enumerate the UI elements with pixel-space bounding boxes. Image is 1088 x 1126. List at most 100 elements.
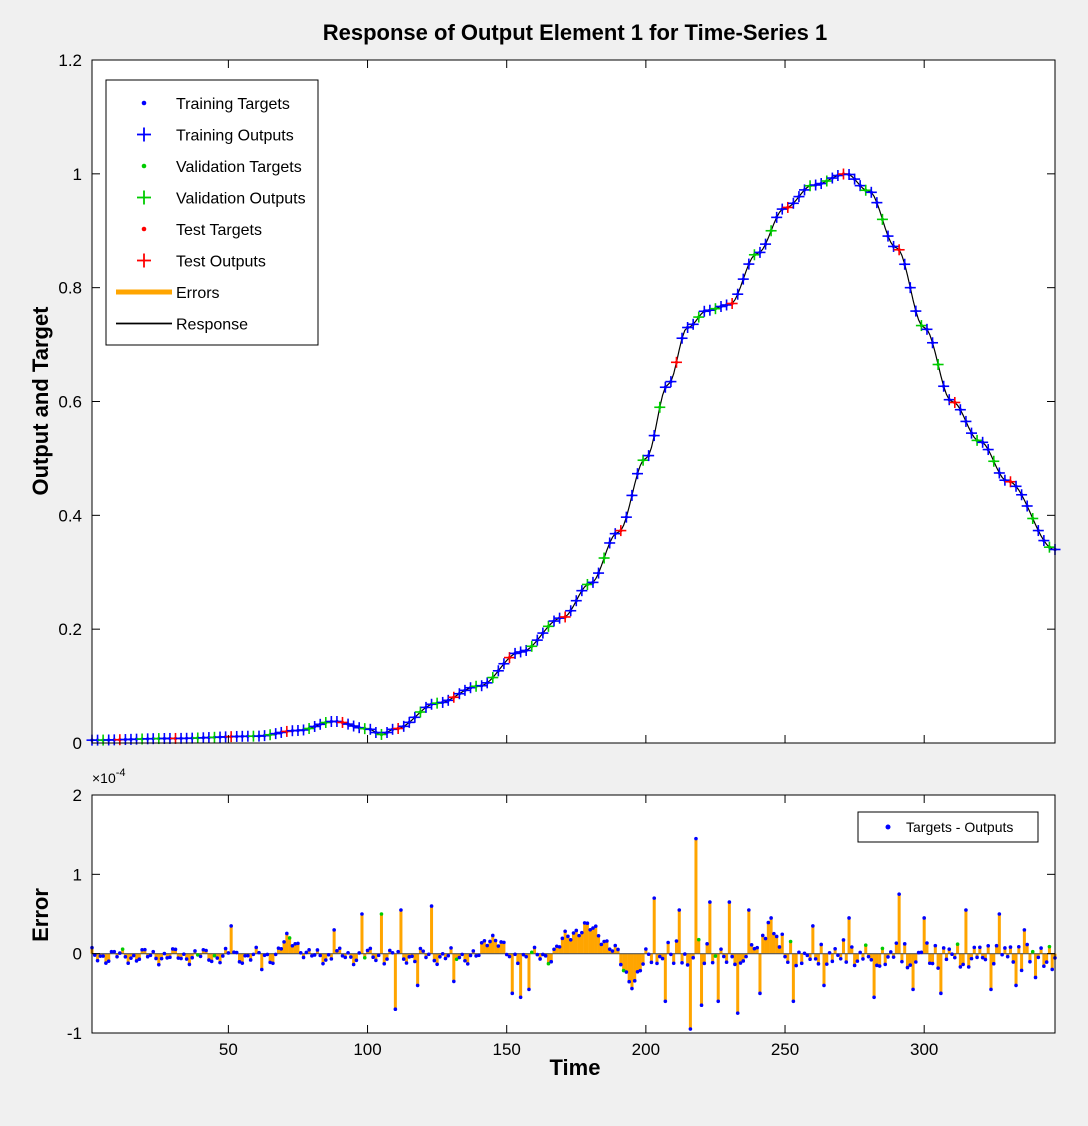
error-point (541, 952, 545, 957)
error-point (521, 952, 526, 957)
error-point (209, 959, 214, 964)
legend-marker-2 (141, 163, 147, 169)
error-point (1042, 964, 1046, 969)
error-point (471, 949, 476, 953)
test-target-marker (619, 528, 623, 533)
top-y-ticks: 0 0.2 0.4 0.6 0.8 1 1.2 (58, 51, 1055, 753)
error-point (257, 950, 261, 955)
bottom-x-ticks: 50 100 150 200 250 300 (219, 795, 938, 1059)
x-tick-label: 300 (910, 1040, 938, 1059)
error-point (262, 953, 267, 958)
error-point (268, 960, 272, 965)
error-point (187, 962, 192, 967)
error-point (841, 938, 846, 942)
error-point (385, 957, 389, 961)
error-point (507, 954, 512, 959)
error-point (312, 953, 317, 957)
test-target-marker (674, 360, 679, 364)
test-target-marker (396, 726, 400, 731)
error-point (307, 948, 311, 952)
training-target-marker (680, 336, 684, 340)
error-point (449, 946, 453, 950)
legend-label-4: Test Targets (176, 222, 262, 239)
bottom-y-tick-label: 0 (73, 945, 82, 964)
error-point (223, 946, 228, 951)
error-point (390, 950, 395, 955)
error-point (822, 983, 826, 988)
error-point (836, 953, 840, 958)
training-target-marker (986, 447, 990, 452)
validation-target-marker (307, 726, 311, 731)
error-point (198, 954, 203, 959)
error-point (340, 954, 345, 958)
validation-target-marker (491, 675, 495, 680)
error-point (744, 954, 748, 959)
error-point (844, 960, 849, 964)
error-point (755, 945, 759, 950)
error-point (811, 924, 815, 928)
error-point (463, 958, 467, 963)
error-point (588, 928, 592, 932)
training-target-marker (886, 234, 890, 238)
error-point (474, 954, 478, 958)
error-point (516, 961, 520, 966)
training-target-marker (741, 277, 745, 281)
error-point (318, 953, 323, 958)
error-point (944, 957, 949, 962)
error-point (329, 957, 334, 961)
bottom-legend-marker (885, 824, 891, 830)
error-point (858, 950, 862, 955)
error-point (933, 943, 938, 948)
error-point (727, 900, 732, 904)
training-target-marker (407, 720, 411, 724)
error-point (118, 951, 122, 955)
error-point (432, 958, 437, 963)
error-point (140, 947, 144, 952)
error-point (379, 912, 384, 916)
error-point (688, 1027, 693, 1031)
error-point (877, 964, 882, 968)
error-point (282, 940, 286, 944)
top-plot-content (86, 168, 1061, 746)
error-point (179, 956, 183, 961)
error-point (229, 924, 233, 928)
error-point (151, 949, 156, 954)
error-point (649, 960, 654, 965)
error-point (599, 942, 604, 947)
error-point (362, 955, 367, 960)
error-point (702, 961, 707, 966)
error-point (1028, 959, 1032, 964)
error-point (120, 947, 125, 951)
error-point (986, 943, 991, 948)
training-target-marker (313, 724, 317, 729)
error-point (424, 955, 428, 960)
error-point (741, 959, 746, 963)
error-point (838, 957, 843, 961)
error-point (605, 939, 609, 943)
error-point (1033, 975, 1038, 980)
error-point (780, 932, 785, 937)
top-y-axis-label: Output and Target (28, 306, 53, 496)
validation-target-marker (992, 459, 996, 463)
top-legend: Training Targets Training Outputs Validati… (105, 79, 319, 346)
x-tick-label: 200 (632, 1040, 660, 1059)
error-point (824, 962, 829, 966)
error-point (888, 950, 893, 954)
error-point (869, 957, 874, 962)
error-point (131, 953, 136, 958)
error-point (218, 960, 222, 965)
error-point (290, 943, 295, 948)
error-point (399, 908, 403, 912)
error-point (833, 946, 837, 951)
bottom-axes-box (91, 794, 1056, 1034)
error-point (830, 959, 835, 964)
training-target-marker (496, 669, 500, 673)
top-y-tick-label: 0.6 (58, 393, 82, 412)
top-y-tick-label: 0.4 (58, 506, 82, 525)
training-target-marker (1042, 538, 1046, 543)
error-point (232, 950, 236, 954)
error-point (797, 950, 801, 955)
error-point (891, 955, 896, 959)
training-target-marker (402, 724, 406, 728)
error-point (666, 940, 670, 945)
